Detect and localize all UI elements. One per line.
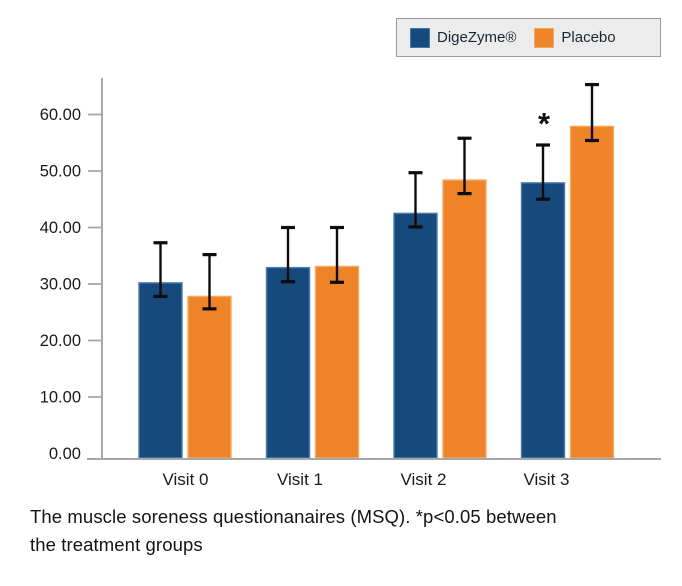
caption-line-2: the treatment groups <box>30 533 203 555</box>
bar-placebo-visit-3 <box>569 125 615 459</box>
legend-label-placebo: Placebo <box>561 29 616 46</box>
bar-placebo-visit-1 <box>314 265 360 459</box>
y-tick-label-60: 60.00 <box>40 106 81 124</box>
bar-placebo-visit-2 <box>442 179 487 459</box>
legend-item-placebo: Placebo <box>534 27 616 48</box>
bar-placebo-visit-0 <box>187 295 232 459</box>
x-category-label-3: Visit 3 <box>524 470 570 489</box>
y-tick-label-50: 50.00 <box>40 163 81 181</box>
legend: DigeZyme® Placebo <box>396 18 661 57</box>
y-tick-label-10: 10.00 <box>40 389 81 407</box>
x-category-label-2: Visit 2 <box>401 470 447 489</box>
figure-caption: The muscle soreness questionanaires (MSQ… <box>30 503 670 558</box>
significance-asterisk: * <box>538 106 551 141</box>
bar-digezyme-visit-1 <box>265 266 311 459</box>
y-tick-label-30: 30.00 <box>40 276 81 294</box>
y-tick-label-40: 40.00 <box>40 219 81 237</box>
caption-line-1: The muscle soreness questionanaires (MSQ… <box>30 506 557 527</box>
bar-digezyme-visit-0 <box>138 282 183 459</box>
msq-bar-chart: 0.00 10.00 20.00 30.00 40.00 50.00 60.00 Visit … <box>40 78 661 489</box>
bar-digezyme-visit-2 <box>393 212 438 459</box>
y-tick-label-20: 20.00 <box>40 332 81 350</box>
legend-item-digezyme: DigeZyme® <box>410 27 517 48</box>
bar-digezyme-visit-3 <box>520 182 566 459</box>
placebo-color-swatch <box>534 27 555 48</box>
y-tick-label-0: 0.00 <box>49 445 81 463</box>
legend-label-digezyme: DigeZyme® <box>437 29 517 46</box>
digezyme-color-swatch <box>410 27 430 48</box>
x-category-label-0: Visit 0 <box>163 470 209 489</box>
x-category-label-1: Visit 1 <box>277 470 323 489</box>
